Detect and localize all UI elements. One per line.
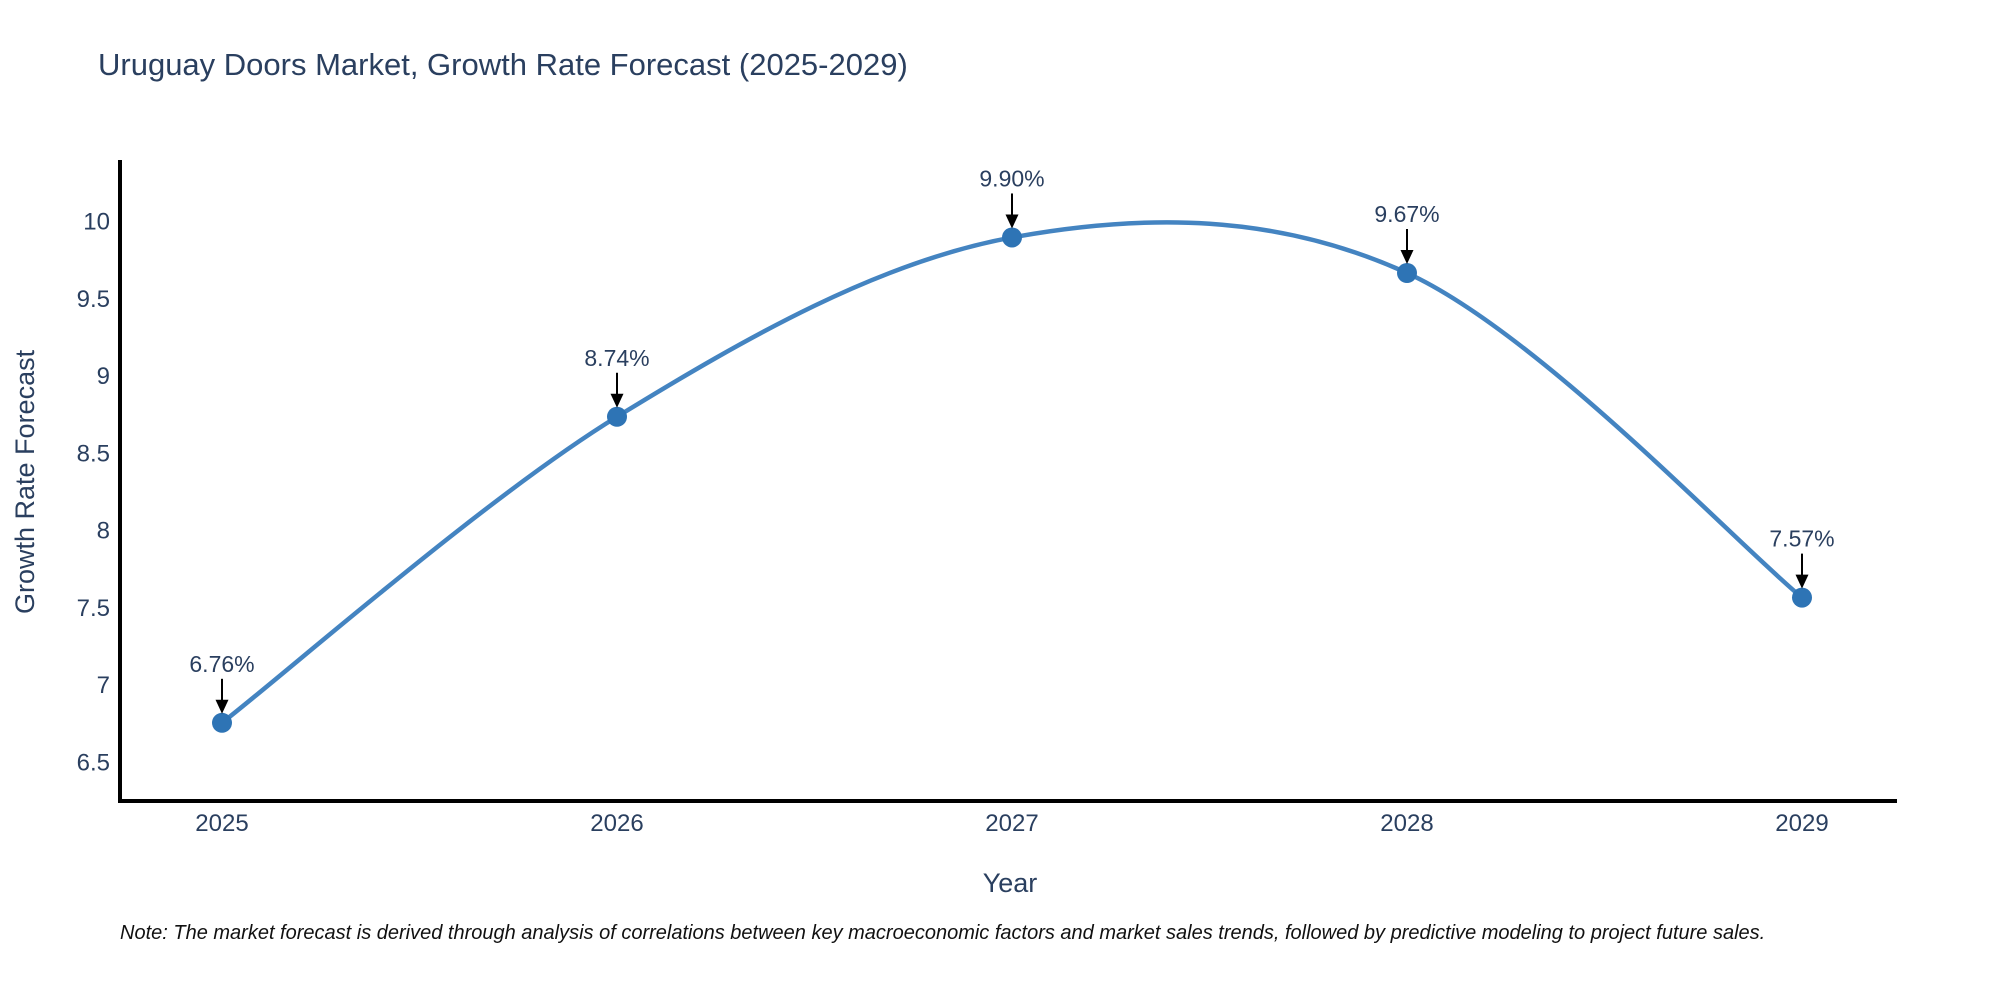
data-point-marker xyxy=(212,712,232,733)
forecast-line xyxy=(219,220,1805,726)
point-value-label: 9.67% xyxy=(1374,201,1439,227)
footnote: Note: The market forecast is derived thr… xyxy=(120,922,1766,944)
x-tick-label: 2025 xyxy=(195,810,248,837)
x-tick-label: 2028 xyxy=(1380,810,1433,837)
annotation-arrowhead xyxy=(1400,250,1414,265)
point-value-label: 8.74% xyxy=(584,345,649,371)
annotation-arrowhead xyxy=(215,699,229,714)
y-tick-label: 8.5 xyxy=(77,440,110,467)
y-tick-label: 7.5 xyxy=(77,595,110,622)
annotation-arrowhead xyxy=(610,393,624,408)
point-value-label: 9.90% xyxy=(979,165,1044,191)
data-point-marker xyxy=(1002,227,1022,248)
annotation-arrowhead xyxy=(1795,574,1809,589)
x-tick-label: 2027 xyxy=(985,810,1038,837)
y-tick-label: 8 xyxy=(97,518,110,545)
data-point-marker xyxy=(1397,263,1417,284)
chart-title: Uruguay Doors Market, Growth Rate Foreca… xyxy=(98,47,908,82)
annotation-arrowhead xyxy=(1005,214,1019,229)
x-axis-title: Year xyxy=(982,868,1038,898)
y-tick-label: 10 xyxy=(83,209,110,236)
y-tick-label: 7 xyxy=(97,672,110,699)
x-tick-label: 2026 xyxy=(590,810,643,837)
x-tick-label: 2029 xyxy=(1775,810,1828,837)
data-point-marker xyxy=(607,406,627,427)
y-tick-label: 9.5 xyxy=(77,286,110,313)
y-tick-label: 6.5 xyxy=(77,749,110,776)
data-point-marker xyxy=(1792,587,1812,608)
point-value-label: 7.57% xyxy=(1769,526,1834,552)
y-tick-label: 9 xyxy=(97,363,110,390)
point-value-label: 6.76% xyxy=(189,651,254,677)
y-axis-title: Growth Rate Forecast xyxy=(10,349,40,614)
